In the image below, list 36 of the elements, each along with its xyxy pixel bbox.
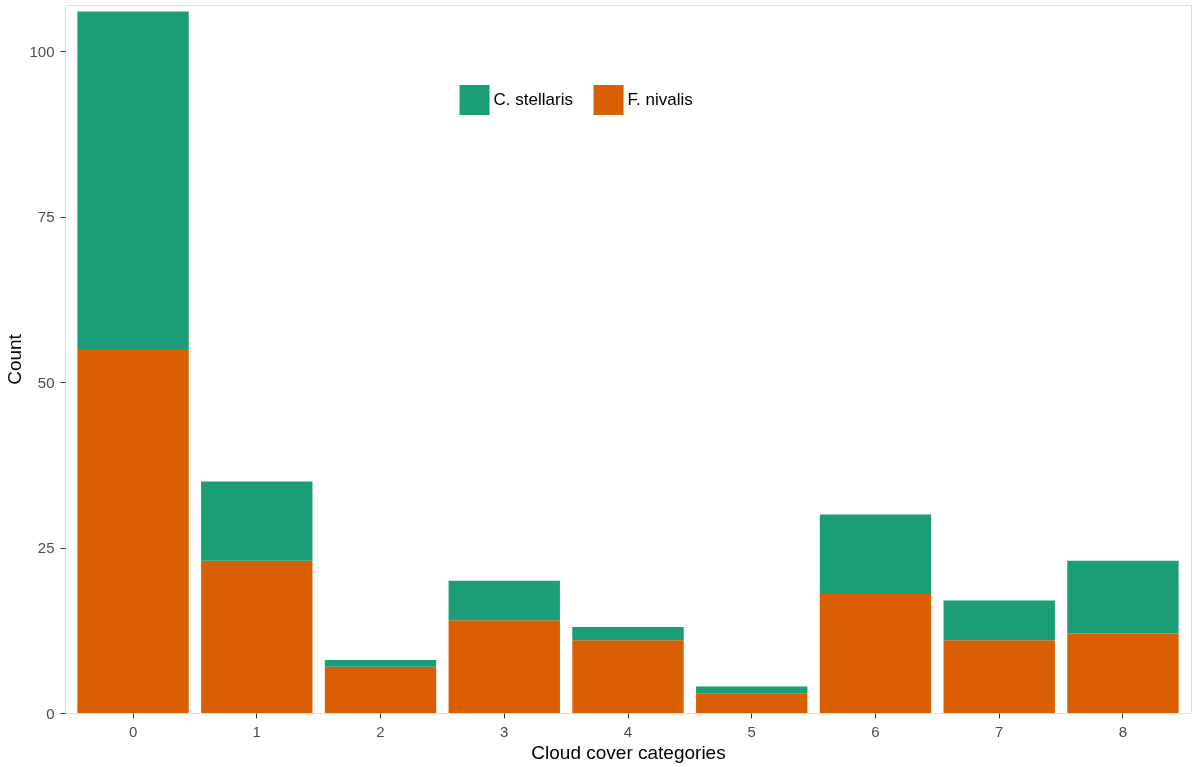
x-tick-label: 8 xyxy=(1118,722,1128,740)
bar xyxy=(943,600,1055,641)
bar xyxy=(819,593,932,713)
bar xyxy=(943,640,1055,713)
bar xyxy=(696,693,808,713)
x-tick-label: 3 xyxy=(500,722,509,740)
legend-label: F. nivalis xyxy=(627,90,693,109)
x-tick-label: 5 xyxy=(747,722,756,740)
x-tick-label: 0 xyxy=(128,722,138,740)
x-tick-label: 2 xyxy=(376,722,385,740)
x-axis-title: Cloud cover categories xyxy=(531,741,726,763)
bar xyxy=(324,660,437,667)
y-tick-label: 100 xyxy=(29,42,55,60)
y-tick-label: 25 xyxy=(37,539,55,557)
bar xyxy=(201,560,313,713)
bar xyxy=(819,514,932,594)
bar xyxy=(572,626,684,641)
legend-label: C. stellaris xyxy=(493,90,573,109)
bar xyxy=(696,686,808,694)
y-tick-label: 75 xyxy=(37,208,55,226)
y-axis-title: Count xyxy=(4,333,26,385)
y-tick-label: 0 xyxy=(46,704,55,722)
bar xyxy=(201,481,313,561)
bar xyxy=(77,11,189,350)
y-tick-label: 50 xyxy=(37,373,55,391)
x-tick-label: 6 xyxy=(871,722,880,740)
bar xyxy=(572,640,684,713)
x-tick-label: 4 xyxy=(623,722,633,740)
x-tick-label: 1 xyxy=(252,722,261,740)
bar xyxy=(1067,633,1179,713)
bar xyxy=(324,666,437,713)
bar xyxy=(77,349,189,713)
bar xyxy=(448,620,560,713)
x-tick-label: 7 xyxy=(995,722,1004,740)
bar xyxy=(1067,560,1179,634)
bar xyxy=(448,580,560,621)
